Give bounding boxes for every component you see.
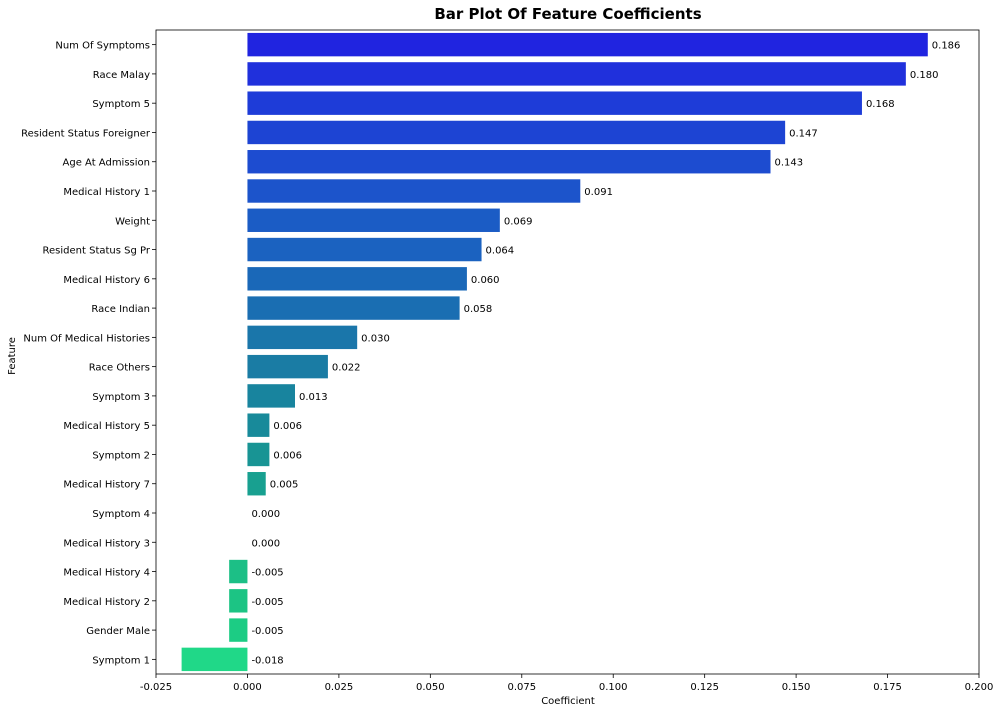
bar-value-label: 0.064 [486,246,515,257]
y-tick-label: Symptom 1 [92,655,150,666]
bars-group [181,32,928,672]
y-tick-label: Race Indian [91,304,150,315]
bar-value-label: -0.005 [251,597,283,608]
y-tick-label: Symptom 3 [92,392,150,403]
y-tick-label: Age At Admission [63,158,150,169]
x-tick-label: 0.150 [782,682,811,693]
x-tick-label: 0.075 [507,682,536,693]
bar-value-label: 0.147 [789,128,818,139]
y-tick-label: Num Of Medical Histories [23,333,150,344]
y-tick-label: Medical History 6 [63,275,150,286]
bar [247,413,270,437]
y-tick-label: Medical History 2 [63,597,150,608]
bar [247,354,328,379]
y-tick-label: Symptom 4 [92,509,150,520]
bar-value-label: 0.168 [866,99,895,110]
bar-value-label: 0.000 [251,509,280,520]
bar [181,647,248,672]
bar-value-label: 0.091 [584,187,613,198]
x-tick-label: 0.175 [873,682,902,693]
bar-value-label: -0.018 [251,655,283,666]
plot-frame [155,29,980,675]
bar [247,120,786,145]
x-tick-label: 0.125 [690,682,719,693]
bar-value-label: 0.069 [504,216,533,227]
bar [229,589,248,613]
value-labels-group: 0.186 0.180 0.168 0.147 0.143 0.091 0.069 0.064… [251,41,960,667]
y-tick-label: Symptom 2 [92,450,150,461]
bar [247,325,358,350]
y-tick-label: Weight [115,216,150,227]
bar-value-label: -0.005 [251,626,283,637]
bar-value-label: 0.000 [251,538,280,549]
bar-value-label: 0.030 [361,333,390,344]
y-tick-label: Medical History 3 [63,538,150,549]
y-tick-label: Gender Male [86,626,150,637]
y-axis-ticks: Num Of Symptoms Race Malay Symptom 5 Reside… [21,41,156,666]
bar [247,384,295,408]
x-tick-label: 0.100 [599,682,628,693]
bar [247,91,862,115]
bar [247,472,266,496]
bar [247,208,500,232]
y-tick-label: Medical History 5 [63,421,150,432]
bar [247,150,771,174]
y-tick-label: Medical History 7 [63,480,150,491]
bar-value-label: 0.060 [471,275,500,286]
bar-value-label: 0.186 [932,41,961,52]
bar-value-label: 0.013 [299,392,328,403]
x-tick-label: 0.200 [965,682,994,693]
bar [247,237,482,262]
bar-value-label: 0.006 [273,421,302,432]
bar-value-label: -0.005 [251,568,283,579]
bar-value-label: 0.006 [273,450,302,461]
bar-value-label: 0.180 [910,70,939,81]
y-tick-label: Race Malay [93,70,150,81]
bar-value-label: 0.022 [332,363,361,374]
bar [247,267,467,291]
bar [247,32,928,57]
y-tick-label: Num Of Symptoms [55,41,150,52]
bar-value-label: 0.058 [464,304,493,315]
bar-value-label: 0.143 [775,158,804,169]
y-tick-label: Symptom 5 [92,99,150,110]
chart-title: Bar Plot Of Feature Coefficients [434,5,701,23]
x-axis-ticks: -0.025 0.000 0.025 0.050 0.075 0.100 0.125 0.15… [140,674,993,693]
bar [247,179,581,203]
y-axis-label: Feature [7,337,18,375]
x-axis-label: Coefficient [541,696,595,707]
bar [247,296,460,320]
y-tick-label: Resident Status Sg Pr [43,246,151,257]
x-tick-label: 0.050 [416,682,445,693]
x-tick-label: -0.025 [140,682,172,693]
y-tick-label: Medical History 1 [63,187,150,198]
y-tick-label: Resident Status Foreigner [21,128,151,139]
bar-value-label: 0.005 [270,480,299,491]
bar [247,442,270,467]
y-tick-label: Medical History 4 [63,568,150,579]
x-tick-label: 0.025 [325,682,354,693]
y-tick-label: Race Others [89,363,150,374]
bar [229,559,248,584]
bar [247,62,906,86]
bar [229,618,248,642]
x-tick-label: 0.000 [233,682,262,693]
